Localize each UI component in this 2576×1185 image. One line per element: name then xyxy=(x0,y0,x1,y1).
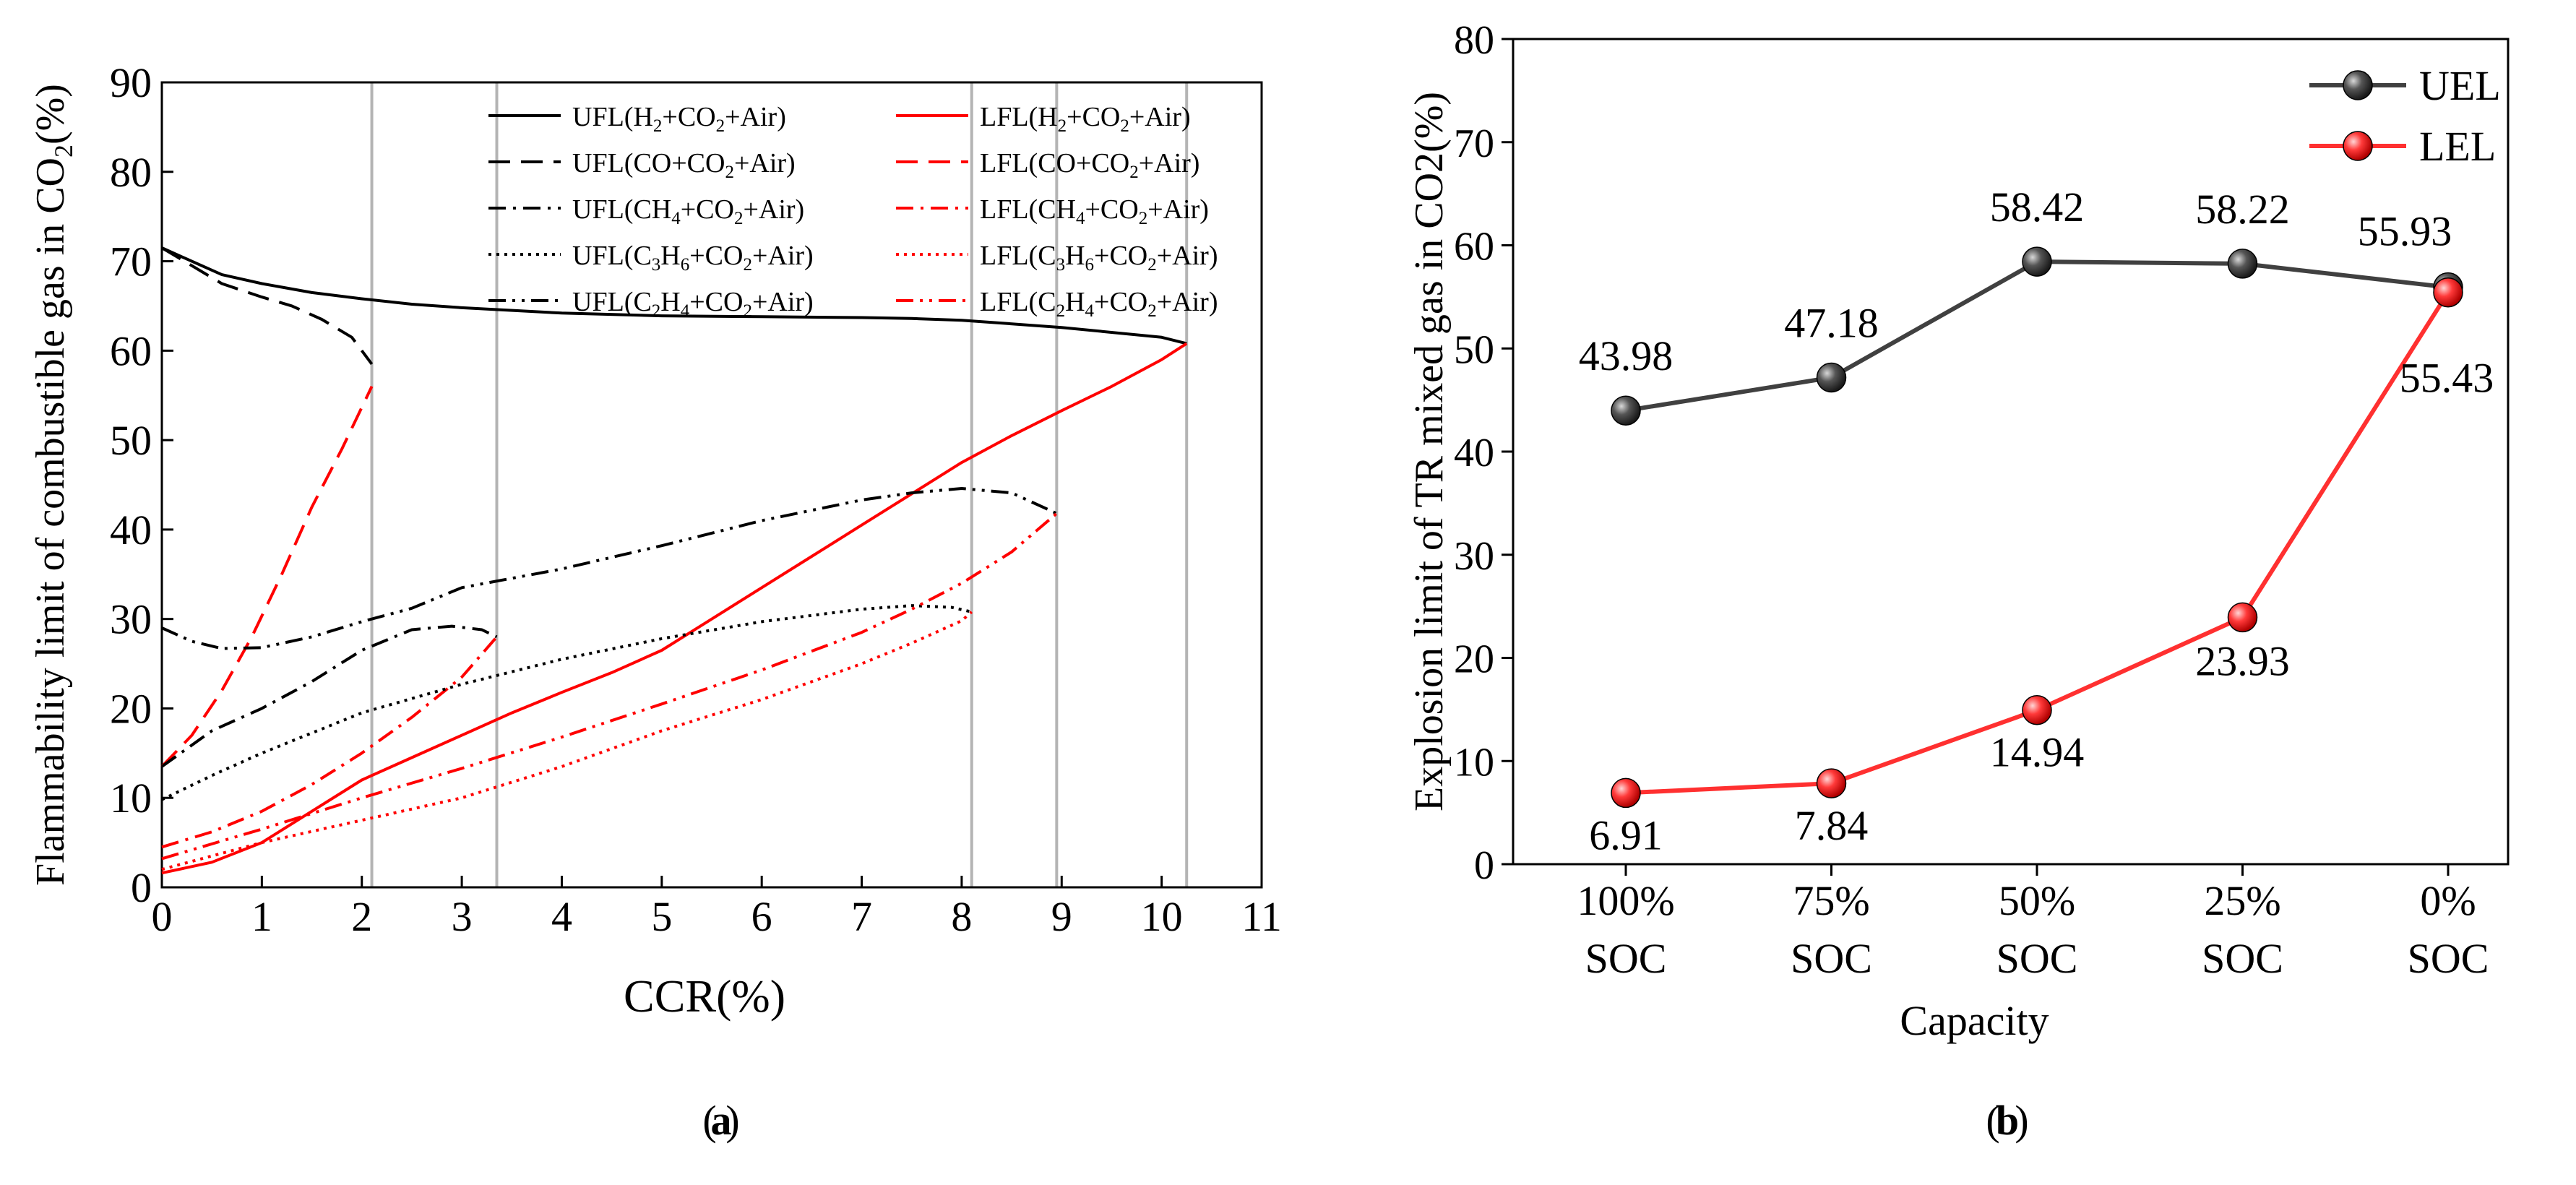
legend-label: UEL xyxy=(2419,62,2501,109)
x-tick-label: SOC xyxy=(2408,935,2489,982)
y-tick-label: 70 xyxy=(1454,121,1494,166)
panel-label-paren: ( xyxy=(702,1097,716,1144)
x-axis-title: CCR(%) xyxy=(624,970,785,1022)
panel-label: b xyxy=(1996,1097,2019,1144)
y-tick-label: 50 xyxy=(1454,327,1494,372)
x-tick-label: 25% xyxy=(2204,877,2280,924)
x-tick-label: 8 xyxy=(951,893,972,940)
y-tick-label: 10 xyxy=(1454,740,1494,785)
series-line-lfl-co-co2-air- xyxy=(160,385,374,768)
series-line-ufl-h2-co2-air- xyxy=(161,246,1187,345)
y-tick-label: 20 xyxy=(110,685,152,732)
legend-label: UFL(C2H4+CO2+Air) xyxy=(572,287,814,321)
legend-label: LFL(C2H4+CO2+Air) xyxy=(980,287,1218,321)
legend-label: UFL(CH4+CO2+Air) xyxy=(572,194,804,228)
y-tick-label: 50 xyxy=(110,417,152,464)
series-line-ufl-c3h6-co2-air- xyxy=(161,604,973,801)
y-tick-label: 0 xyxy=(131,864,152,911)
x-tick-label: 7 xyxy=(851,893,872,940)
y-tick-label: 10 xyxy=(110,775,152,822)
data-point-lel xyxy=(1816,768,1847,798)
y-tick-label: 0 xyxy=(1474,843,1494,888)
data-label-uel: 43.98 xyxy=(1579,332,1673,379)
x-tick-label: SOC xyxy=(2202,935,2283,982)
plot-frame xyxy=(160,81,1263,889)
legend-label: LEL xyxy=(2419,123,2496,170)
x-tick-label: 2 xyxy=(351,893,372,940)
panel-label-paren: ( xyxy=(1986,1097,1999,1144)
panel-b-explosion-limit-chart: 0 10 20 30 40 50 60 70 80 100% SOC 75% SOC 50% SOC 25% S… xyxy=(1407,18,2510,1144)
panel-label: a xyxy=(711,1097,732,1144)
y-tick-label: 30 xyxy=(1454,534,1494,579)
panel-a-flammability-chart: 0 1 2 3 4 5 6 7 8 9 10 11 0 10 20 30 40 50 60 70 80 90 CCR(%) F… xyxy=(28,59,1282,1144)
y-tick-label: 60 xyxy=(1454,225,1494,270)
x-tick-label: SOC xyxy=(1791,935,1872,982)
data-label-lel: 55.43 xyxy=(2400,355,2494,402)
series-line-ufl-c2h4-co2-air- xyxy=(161,487,1058,650)
x-tick-label: 0 xyxy=(152,893,173,940)
x-tick-label: 75% xyxy=(1793,877,1869,924)
y-tick-label: 80 xyxy=(110,149,152,196)
data-label-uel: 58.22 xyxy=(2195,186,2290,233)
x-tick-label: 5 xyxy=(651,893,672,940)
legend-marker xyxy=(2343,70,2373,100)
legend-marker xyxy=(2343,131,2373,161)
series-line-lfl-c2h4-co2-air- xyxy=(161,512,1058,861)
x-tick-label: 3 xyxy=(452,893,473,940)
y-tick-label: 40 xyxy=(110,507,152,553)
legend-label: LFL(C3H6+CO2+Air) xyxy=(980,241,1218,275)
panel-label-paren: ) xyxy=(725,1097,739,1144)
data-point-lel xyxy=(1611,777,1641,809)
data-label-lel: 7.84 xyxy=(1795,802,1869,849)
series-line-ufl-co-co2-air- xyxy=(160,246,374,366)
panel-label-paren: ) xyxy=(2015,1097,2028,1144)
y-tick-label: 20 xyxy=(1454,637,1494,682)
series-line-ufl-ch4-co2-air- xyxy=(160,624,498,768)
y-tick-label: 60 xyxy=(110,327,152,374)
y-tick-label: 80 xyxy=(1454,18,1494,63)
x-tick-label: 9 xyxy=(1051,893,1072,940)
legend-label: UFL(C3H6+CO2+Air) xyxy=(572,241,814,275)
data-point-uel xyxy=(1816,362,1847,393)
legend-label: UFL(CO+CO2+Air) xyxy=(572,148,796,182)
y-tick-label: 90 xyxy=(110,59,152,106)
y-axis-title: Flammability limit of combustible gas in… xyxy=(28,84,78,886)
x-tick-label: 1 xyxy=(251,893,272,940)
y-axis-title: Explosion limit of TR mixed gas in CO2(%… xyxy=(1407,92,1452,811)
x-tick-label: 10 xyxy=(1141,893,1183,940)
legend-label: LFL(CO+CO2+Air) xyxy=(980,148,1199,182)
data-label-uel: 58.42 xyxy=(1990,184,2085,230)
x-tick-label: SOC xyxy=(1996,935,2078,982)
legend-label: LFL(H2+CO2+Air) xyxy=(980,102,1191,136)
data-label-lel: 14.94 xyxy=(1990,729,2085,776)
x-tick-label: SOC xyxy=(1585,935,1667,982)
data-point-lel xyxy=(2433,277,2463,308)
x-tick-label: 11 xyxy=(1241,893,1282,940)
y-tick-label: 70 xyxy=(110,238,152,285)
x-tick-label: 4 xyxy=(551,893,572,940)
x-tick-label: 50% xyxy=(1999,877,2075,924)
legend-label: UFL(H2+CO2+Air) xyxy=(572,102,786,136)
series-line-lfl-h2-co2-air- xyxy=(161,342,1188,875)
legend-label: LFL(CH4+CO2+Air) xyxy=(980,194,1209,228)
data-label-uel: 55.93 xyxy=(2358,208,2452,255)
data-point-uel xyxy=(2022,246,2052,277)
series-line-lfl-ch4-co2-air- xyxy=(161,636,499,849)
series-line-lfl-c3h6-co2-air- xyxy=(161,611,973,871)
x-tick-label: 6 xyxy=(751,893,772,940)
x-tick-label: 0% xyxy=(2420,877,2476,924)
series-line-uel xyxy=(1625,259,2449,413)
data-point-uel xyxy=(2227,249,2258,279)
y-tick-label: 40 xyxy=(1454,431,1494,475)
data-point-lel xyxy=(2227,602,2258,633)
data-label-uel: 47.18 xyxy=(1784,300,1879,347)
data-point-uel xyxy=(1611,395,1641,426)
x-axis-title: Capacity xyxy=(1900,997,2049,1044)
data-label-lel: 6.91 xyxy=(1589,811,1663,858)
x-tick-label: 100% xyxy=(1577,877,1674,924)
data-point-lel xyxy=(2022,694,2052,725)
y-tick-label: 30 xyxy=(110,596,152,643)
data-label-lel: 23.93 xyxy=(2195,637,2290,684)
